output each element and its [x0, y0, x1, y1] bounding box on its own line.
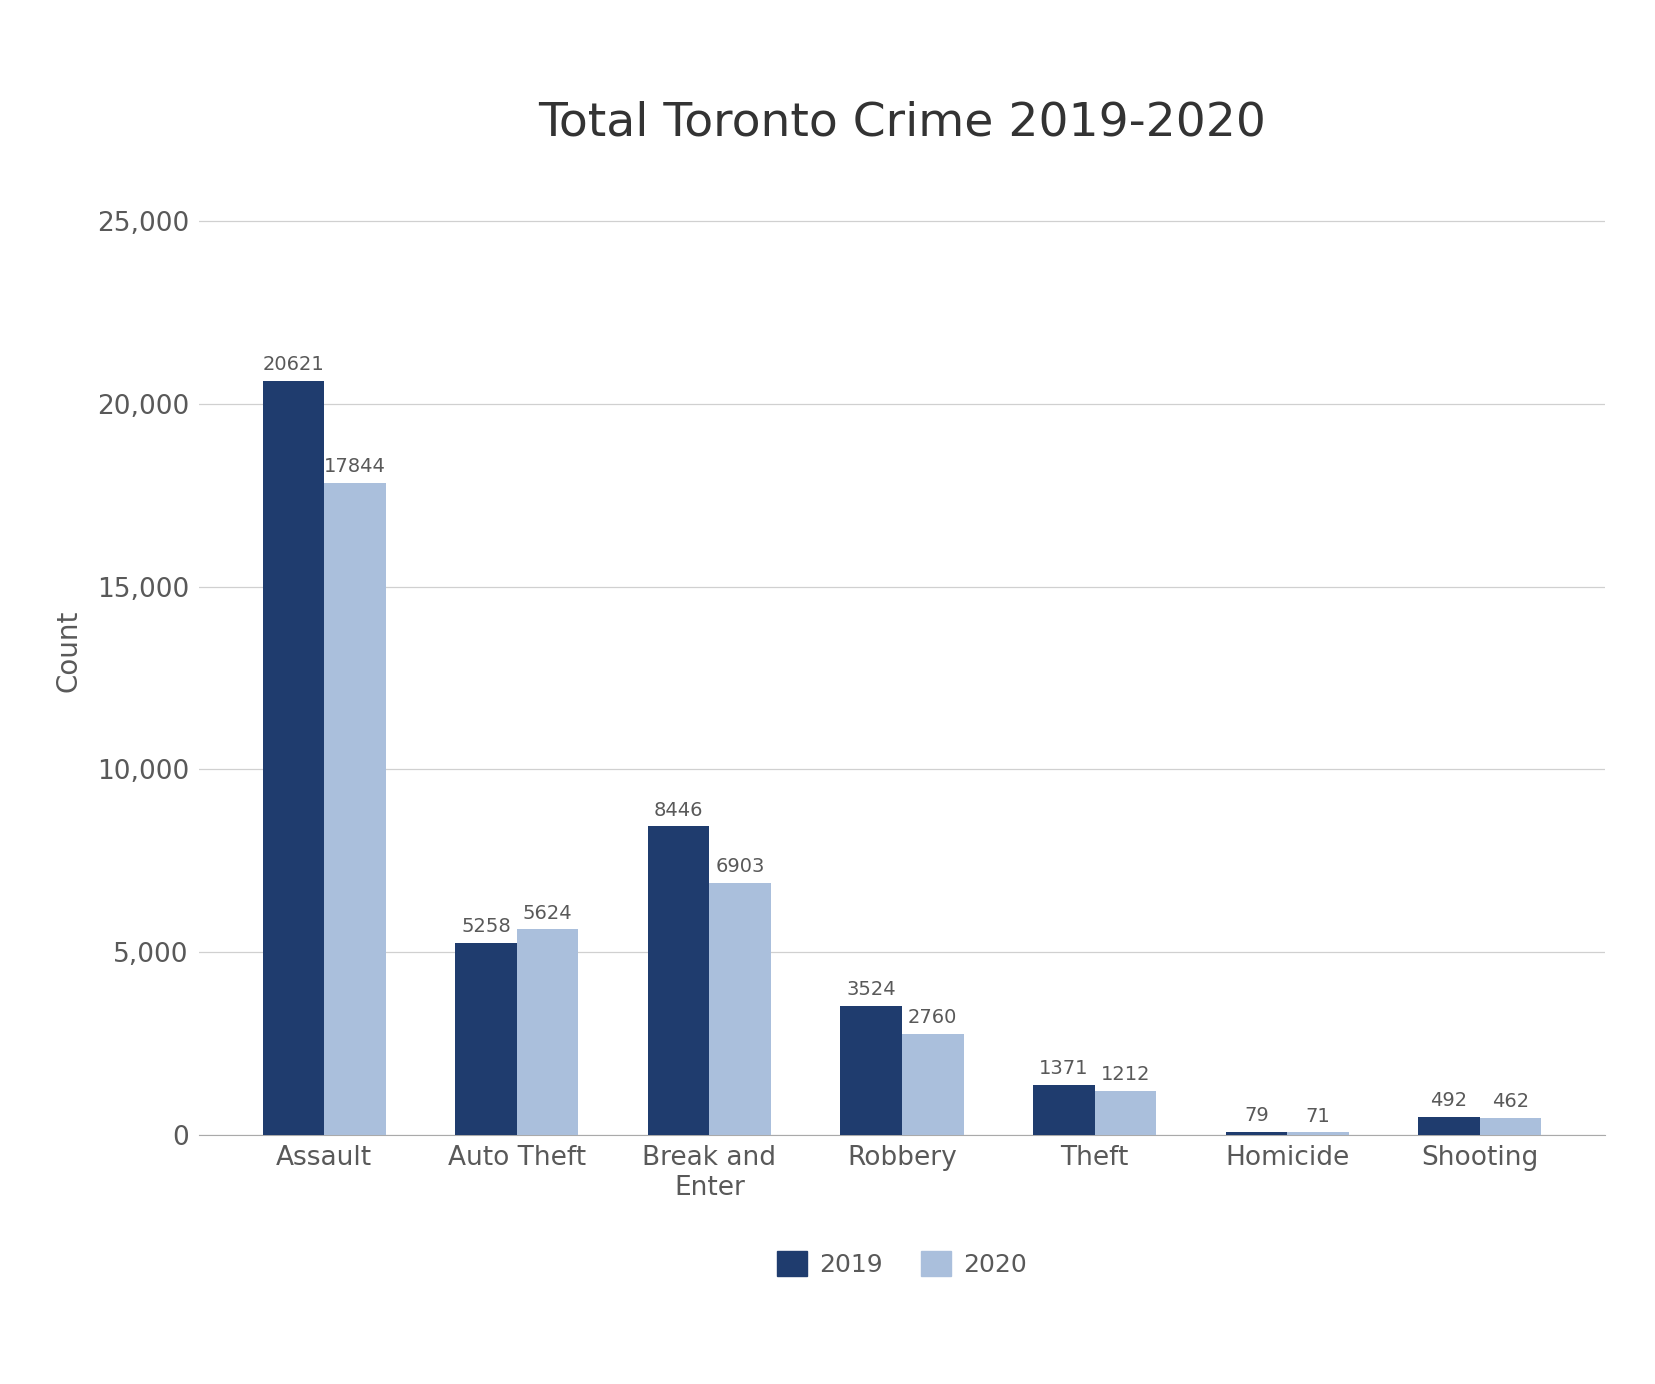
- Title: Total Toronto Crime 2019-2020: Total Toronto Crime 2019-2020: [538, 101, 1266, 145]
- Bar: [516, 929, 578, 1135]
- Text: 1212: 1212: [1101, 1066, 1150, 1084]
- Bar: [1480, 1118, 1541, 1135]
- Y-axis label: Count: Count: [55, 609, 83, 692]
- Bar: [263, 381, 324, 1135]
- Text: 79: 79: [1245, 1106, 1269, 1125]
- Text: 5624: 5624: [523, 904, 573, 923]
- Bar: [324, 483, 386, 1135]
- Bar: [710, 883, 771, 1135]
- Legend: 2019, 2020: 2019, 2020: [766, 1241, 1038, 1287]
- Bar: [1033, 1085, 1094, 1135]
- Text: 6903: 6903: [715, 857, 765, 876]
- Bar: [647, 826, 710, 1135]
- Bar: [841, 1006, 902, 1135]
- Bar: [1288, 1132, 1349, 1135]
- Text: 71: 71: [1306, 1107, 1331, 1125]
- Text: 5258: 5258: [462, 918, 511, 936]
- Bar: [1418, 1117, 1480, 1135]
- Text: 17844: 17844: [324, 457, 386, 476]
- Text: 1371: 1371: [1039, 1059, 1089, 1078]
- Text: 492: 492: [1430, 1092, 1468, 1110]
- Bar: [455, 943, 516, 1135]
- Text: 2760: 2760: [909, 1009, 958, 1027]
- Text: 8446: 8446: [654, 800, 703, 819]
- Bar: [902, 1034, 963, 1135]
- Text: 3524: 3524: [846, 980, 895, 999]
- Text: 20621: 20621: [263, 356, 324, 375]
- Text: 462: 462: [1493, 1092, 1529, 1111]
- Bar: [1094, 1091, 1157, 1135]
- Bar: [1226, 1132, 1288, 1135]
